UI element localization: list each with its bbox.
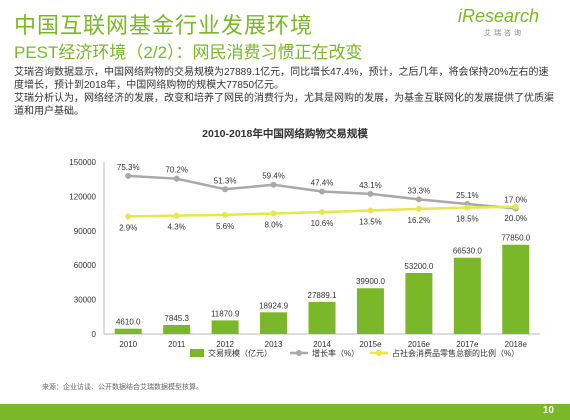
retail-share-point xyxy=(512,203,519,210)
bar-value-label: 27889.1 xyxy=(308,291,337,300)
retail-share-point xyxy=(367,207,374,214)
bar-value-label: 39900.0 xyxy=(356,277,385,286)
retail-share-label: 10.6% xyxy=(311,219,334,228)
y-tick-label: 90000 xyxy=(74,227,97,236)
y-tick-label: 150000 xyxy=(69,158,96,167)
growth-rate-label: 25.1% xyxy=(456,191,479,200)
bar xyxy=(260,312,288,334)
growth-rate-point xyxy=(222,186,229,193)
bar-value-label: 7845.3 xyxy=(164,314,189,323)
summary-paragraph-1: 艾瑞咨询数据显示，中国网络购物的交易规模为27889.1亿元，同比增长47.4%… xyxy=(14,67,549,91)
x-tick-label: 2012 xyxy=(216,340,234,349)
y-tick-label: 120000 xyxy=(69,192,96,201)
retail-share-point xyxy=(319,209,325,216)
retail-share-label: 4.3% xyxy=(168,223,186,232)
growth-rate-point xyxy=(367,190,374,197)
bar-value-label: 4610.0 xyxy=(116,318,141,327)
legend-label-growth: 增长率（%） xyxy=(312,348,359,358)
growth-rate-label: 75.3% xyxy=(117,163,140,172)
x-tick-label: 2013 xyxy=(265,340,283,349)
retail-share-point xyxy=(415,205,422,212)
page-subtitle: PEST经济环境（2/2）：网民消费习惯正在改变 xyxy=(14,43,363,62)
x-tick-label: 2017e xyxy=(456,340,479,349)
retail-share-label: 8.0% xyxy=(264,221,282,230)
bar xyxy=(453,257,481,334)
growth-rate-point xyxy=(415,196,422,203)
growth-rate-point xyxy=(319,188,325,195)
footer-bar xyxy=(0,404,570,420)
summary-paragraph-2: 艾瑞分析认为，网络经济的发展，改变和培养了网民的消费行为，尤其是网购的发展，为基… xyxy=(14,93,554,117)
legend-marker-growth xyxy=(296,350,302,356)
retail-share-label: 2.9% xyxy=(119,223,137,232)
retail-share-point xyxy=(173,212,180,219)
growth-rate-label: 47.4% xyxy=(311,178,334,187)
bar-value-label: 66530.0 xyxy=(453,247,482,256)
x-tick-label: 2018e xyxy=(505,340,528,349)
retail-share-point xyxy=(222,211,229,218)
retail-share-label: 18.5% xyxy=(456,215,479,224)
retail-share-label: 20.0% xyxy=(504,214,527,223)
page-title: 中国互联网基金行业发展环境 xyxy=(14,13,314,38)
logo-subtext: 艾瑞咨询 xyxy=(484,30,524,37)
chart-title: 2010-2018年中国网络购物交易规模 xyxy=(202,128,368,140)
growth-rate-label: 59.4% xyxy=(262,172,285,181)
x-tick-label: 2016e xyxy=(408,340,431,349)
bar-value-label: 77850.0 xyxy=(501,234,530,243)
growth-rate-label: 43.1% xyxy=(359,181,382,190)
growth-rate-label: 51.3% xyxy=(214,176,237,185)
x-tick-label: 2011 xyxy=(168,340,186,349)
bar xyxy=(211,320,239,334)
bar xyxy=(356,288,384,334)
bar xyxy=(405,272,433,334)
x-tick-label: 2015e xyxy=(359,340,382,349)
source-note: 来源：企业访谈、公开数据结合艾瑞数据模型核算。 xyxy=(42,384,203,391)
iresearch-logo: iResearch 艾瑞咨询 xyxy=(458,6,548,40)
growth-rate-label: 33.3% xyxy=(408,186,431,195)
summary-text: 艾瑞咨询数据显示，中国网络购物的交易规模为27889.1亿元，同比增长47.4%… xyxy=(14,66,554,118)
retail-share-point xyxy=(464,204,471,211)
y-tick-label: 60000 xyxy=(74,261,97,270)
legend-swatch-bar xyxy=(190,349,204,357)
retail-share-label: 13.5% xyxy=(359,217,382,226)
y-tick-label: 30000 xyxy=(74,296,97,305)
logo-mark: iResearch xyxy=(458,6,540,26)
bar xyxy=(163,325,191,334)
x-tick-label: 2010 xyxy=(119,340,137,349)
bar xyxy=(114,328,142,334)
growth-rate-point xyxy=(173,175,180,182)
bar-value-label: 11870.9 xyxy=(211,309,240,318)
retail-share-label: 5.6% xyxy=(216,222,234,231)
legend-label-share: 占社会消费品零售总额的比例（%） xyxy=(392,348,519,358)
growth-rate-label: 70.2% xyxy=(165,166,188,175)
x-tick-label: 2014 xyxy=(313,340,331,349)
page-number: 10 xyxy=(542,405,554,416)
growth-rate-label: 17.0% xyxy=(504,195,527,204)
retail-share-point xyxy=(270,210,277,217)
legend-label-bar: 交易规模（亿元） xyxy=(208,348,272,358)
bar-value-label: 18924.9 xyxy=(259,301,288,310)
y-tick-label: 0 xyxy=(92,330,97,339)
bar-value-label: 53200.0 xyxy=(404,262,433,271)
bar xyxy=(502,244,530,334)
growth-rate-point xyxy=(125,172,132,179)
retail-share-label: 16.2% xyxy=(408,216,431,225)
growth-rate-point xyxy=(270,181,277,188)
retail-share-point xyxy=(125,213,132,220)
legend-marker-share xyxy=(376,350,382,356)
bar xyxy=(308,302,336,334)
